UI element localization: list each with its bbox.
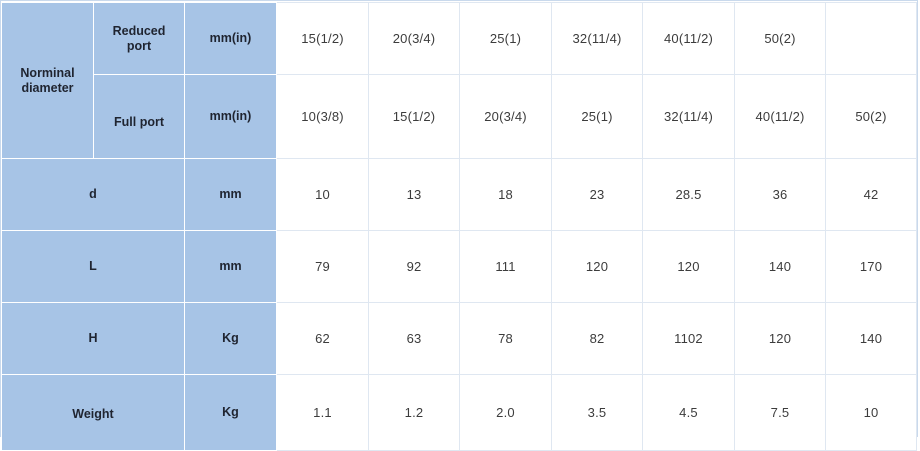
row-label: H: [1, 302, 185, 375]
table-cell: 50(2): [734, 2, 826, 75]
unit-cell: mm: [184, 230, 277, 303]
unit-cell: mm: [184, 158, 277, 231]
table-cell: 120: [642, 230, 735, 303]
table-cell: 62: [276, 302, 369, 375]
table-cell: 20(3/4): [459, 74, 552, 159]
table-cell: 50(2): [825, 74, 917, 159]
row-label: L: [1, 230, 185, 303]
table-cell: 32(11/4): [551, 2, 643, 75]
table-cell: 63: [368, 302, 460, 375]
table-row: Weight Kg 1.1 1.2 2.0 3.5 4.5 7.5 10: [1, 374, 917, 451]
table-cell: 18: [459, 158, 552, 231]
table-cell: [825, 2, 917, 75]
table-cell: 120: [551, 230, 643, 303]
table-cell: 1102: [642, 302, 735, 375]
unit-cell: mm(in): [184, 74, 277, 159]
table-cell: 10: [276, 158, 369, 231]
table-cell: 140: [825, 302, 917, 375]
table-cell: 140: [734, 230, 826, 303]
row-label: Weight: [1, 374, 185, 451]
table-cell: 92: [368, 230, 460, 303]
table-cell: 25(1): [459, 2, 552, 75]
table-cell: 1.1: [276, 374, 369, 451]
table-cell: 111: [459, 230, 552, 303]
unit-cell: mm(in): [184, 2, 277, 75]
unit-cell: Kg: [184, 302, 277, 375]
unit-cell: Kg: [184, 374, 277, 451]
table-cell: 15(1/2): [276, 2, 369, 75]
table-cell: 1.2: [368, 374, 460, 451]
table-cell: 28.5: [642, 158, 735, 231]
table-cell: 10(3/8): [276, 74, 369, 159]
table-cell: 120: [734, 302, 826, 375]
table-cell: 2.0: [459, 374, 552, 451]
table-cell: 40(11/2): [642, 2, 735, 75]
table-cell: 78: [459, 302, 552, 375]
table-row: H Kg 62 63 78 82 1102 120 140: [1, 302, 917, 375]
nominal-diameter-label: Norminal diameter: [1, 2, 94, 159]
table-cell: 36: [734, 158, 826, 231]
table-cell: 15(1/2): [368, 74, 460, 159]
table-cell: 82: [551, 302, 643, 375]
table-row: Full port mm(in) 10(3/8) 15(1/2) 20(3/4)…: [2, 74, 917, 159]
table-cell: 10: [825, 374, 917, 451]
table-cell: 25(1): [551, 74, 643, 159]
table-row: L mm 79 92 111 120 120 140 170: [1, 230, 917, 303]
row-label: d: [1, 158, 185, 231]
table-cell: 7.5: [734, 374, 826, 451]
table-row: Norminal diameter Reduced port mm(in) 15…: [1, 2, 917, 159]
table-cell: 40(11/2): [734, 74, 826, 159]
reduced-port-label: Reduced port: [93, 2, 185, 75]
table-row: d mm 10 13 18 23 28.5 36 42: [1, 158, 917, 231]
table-cell: 23: [551, 158, 643, 231]
table-cell: 20(3/4): [368, 2, 460, 75]
full-port-label: Full port: [93, 74, 185, 159]
table-cell: 32(11/4): [642, 74, 735, 159]
table-cell: 4.5: [642, 374, 735, 451]
table-cell: 42: [825, 158, 917, 231]
table-cell: 13: [368, 158, 460, 231]
table-cell: 79: [276, 230, 369, 303]
table-cell: 3.5: [551, 374, 643, 451]
table-cell: 170: [825, 230, 917, 303]
